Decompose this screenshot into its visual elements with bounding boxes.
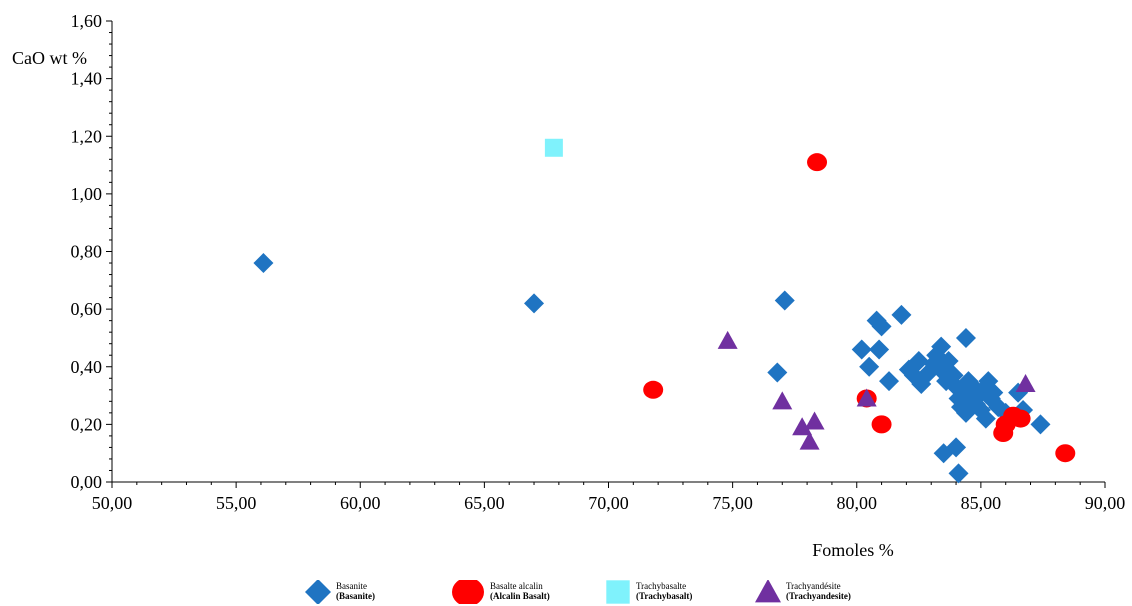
diamond-point bbox=[859, 356, 880, 377]
legend-label-fr: Basalte alcalin bbox=[490, 581, 543, 591]
y-tick-label: 0,20 bbox=[71, 414, 103, 434]
axes: 50,00 55,00 60,00 65,00 70,00 75,00 80,00 85,00… bbox=[71, 11, 1126, 513]
diamond-point bbox=[774, 290, 795, 311]
diamond-point bbox=[1008, 382, 1029, 403]
y-tick-label: 1,00 bbox=[71, 184, 103, 204]
legend-label: Basanite (Basanite) bbox=[336, 581, 375, 601]
square-point bbox=[544, 138, 563, 157]
series-triangle bbox=[717, 330, 1036, 450]
legend-marker bbox=[452, 580, 484, 604]
diamond-point bbox=[851, 339, 872, 360]
legend-label-fr: Trachybasalte bbox=[636, 581, 687, 591]
triangle-point bbox=[772, 391, 793, 410]
legend-label-fr: Basanite bbox=[336, 581, 367, 591]
diamond-point bbox=[879, 371, 900, 392]
legend-label-en: (Basanite) bbox=[336, 591, 375, 601]
x-tick-label: 70,00 bbox=[588, 493, 629, 513]
diamond-point bbox=[253, 253, 274, 274]
diamond-point bbox=[869, 339, 890, 360]
scatter-chart: 50,00 55,00 60,00 65,00 70,00 75,00 80,00 85,00… bbox=[12, 11, 1126, 560]
triangle-point bbox=[804, 411, 825, 430]
legend-circle-symbol bbox=[452, 580, 484, 604]
y-tick-label: 0,40 bbox=[71, 357, 103, 377]
diamond-point bbox=[524, 293, 545, 314]
y-tick-label: 1,40 bbox=[71, 69, 103, 89]
x-tick-label: 60,00 bbox=[340, 493, 381, 513]
x-tick-label: 55,00 bbox=[216, 493, 257, 513]
diamond-point bbox=[891, 304, 912, 325]
diamond-point bbox=[767, 362, 788, 383]
diamond-point bbox=[946, 437, 967, 458]
legend-label-en: (Trachyandesite) bbox=[786, 591, 851, 601]
legend-label-en: (Trachybasalt) bbox=[636, 591, 693, 601]
series-square bbox=[544, 138, 563, 157]
x-tick-label: 75,00 bbox=[712, 493, 753, 513]
circle-point bbox=[1055, 444, 1076, 463]
circle-point bbox=[643, 380, 664, 399]
triangle-point bbox=[717, 330, 738, 349]
legend-marker bbox=[606, 580, 630, 604]
legend-marker bbox=[305, 580, 331, 604]
x-tick-label: 80,00 bbox=[837, 493, 878, 513]
series-diamond bbox=[253, 253, 1051, 484]
y-tick-label: 1,20 bbox=[71, 126, 103, 146]
diamond-point bbox=[975, 408, 996, 429]
legend-diamond-symbol bbox=[305, 580, 331, 604]
legend-label: Trachyandésite (Trachyandesite) bbox=[786, 581, 851, 601]
diamond-point bbox=[1030, 414, 1051, 435]
legend-label-fr: Trachyandésite bbox=[786, 581, 841, 591]
y-tick-label: 1,60 bbox=[71, 11, 103, 31]
legend-label: Trachybasalte (Trachybasalt) bbox=[636, 581, 692, 601]
data-points bbox=[253, 138, 1076, 484]
legend: Basanite (Basanite) Basalte alcalin (Alcali… bbox=[300, 580, 940, 604]
legend-label: Basalte alcalin (Alcalin Basalt) bbox=[490, 581, 550, 601]
circle-point bbox=[1010, 409, 1031, 428]
legend-square-symbol bbox=[606, 580, 630, 604]
circle-point bbox=[871, 415, 892, 434]
triangle-point bbox=[799, 431, 820, 450]
diamond-point bbox=[948, 463, 969, 484]
triangle-point bbox=[792, 417, 813, 436]
legend-label-en: (Alcalin Basalt) bbox=[490, 591, 550, 601]
x-tick-label: 65,00 bbox=[464, 493, 505, 513]
y-tick-label: 0,00 bbox=[71, 472, 103, 492]
triangle-point bbox=[856, 388, 877, 407]
y-tick-label: 0,80 bbox=[71, 242, 103, 262]
diamond-point bbox=[871, 316, 892, 337]
triangle-point bbox=[1015, 374, 1036, 393]
circle-point bbox=[807, 153, 828, 172]
series-circle bbox=[643, 153, 1076, 463]
x-tick-label: 85,00 bbox=[961, 493, 1002, 513]
x-tick-label: 90,00 bbox=[1085, 493, 1126, 513]
y-axis-title: CaO wt % bbox=[12, 48, 87, 68]
legend-marker bbox=[755, 580, 781, 603]
diamond-point bbox=[955, 327, 976, 348]
y-tick-label: 0,60 bbox=[71, 299, 103, 319]
x-axis-title: Fomoles % bbox=[812, 540, 894, 560]
diamond-point bbox=[908, 350, 929, 371]
x-tick-label: 50,00 bbox=[92, 493, 133, 513]
legend-triangle-symbol bbox=[755, 580, 781, 603]
diamond-point bbox=[931, 336, 952, 357]
